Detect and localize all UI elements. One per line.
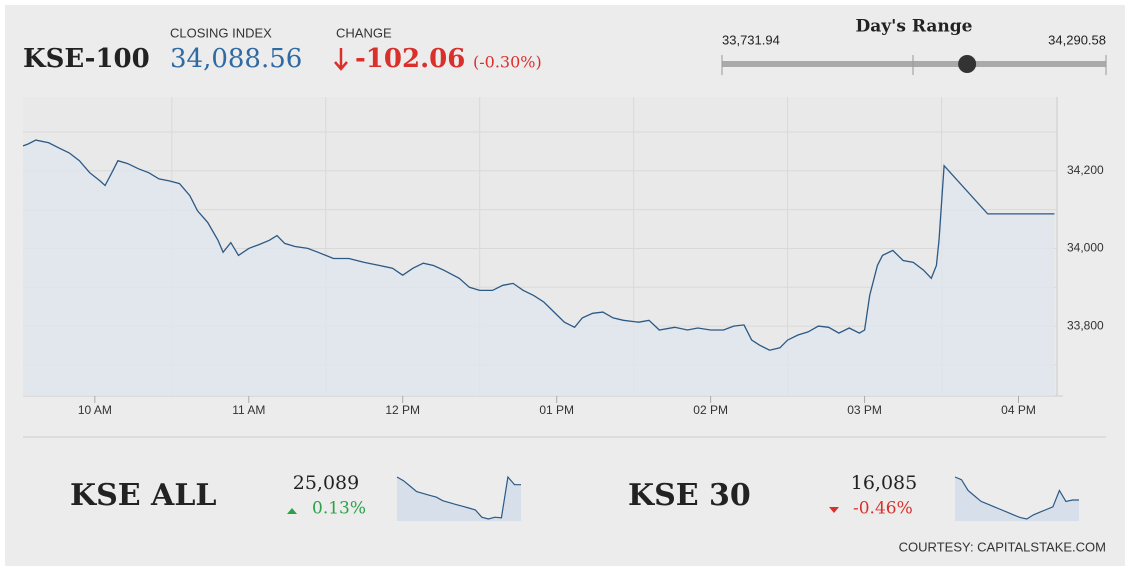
mini-value: 25,089	[293, 472, 359, 494]
closing-value: 34,088.56	[170, 44, 302, 74]
mini-area	[955, 477, 1079, 521]
mini-title: KSE ALL	[70, 478, 217, 513]
closing-label: CLOSING INDEX	[170, 25, 272, 40]
index-name: KSE-100	[23, 44, 150, 74]
line	[22, 139, 1055, 351]
footer: COURTESY: CAPITALSTAKE.COM	[899, 539, 1106, 554]
range-title: Day's Range	[856, 17, 973, 37]
mini-line	[396, 475, 521, 520]
range-min-label: 33,731.94	[722, 32, 780, 47]
x-tick-label: 01 PM	[539, 403, 574, 417]
mini-change: -0.46%	[853, 499, 913, 519]
mini-change: 0.13%	[312, 499, 366, 519]
y-tick-label: 34,000	[1067, 241, 1104, 255]
change-label: CHANGE	[336, 25, 392, 40]
up-triangle	[287, 508, 297, 514]
x-tick-label: 04 PM	[1001, 403, 1036, 417]
mini-line	[954, 476, 1079, 520]
area	[23, 140, 1055, 396]
x-tick-label: 12 PM	[385, 403, 420, 417]
mini-area	[397, 477, 521, 521]
range-marker	[958, 55, 977, 73]
y-tick-label: 33,800	[1067, 318, 1104, 332]
x-tick-label: 11 AM	[232, 403, 265, 417]
range-max-label: 34,290.58	[1048, 32, 1106, 47]
mini-value: 16,085	[851, 472, 917, 494]
down-arrow	[334, 48, 348, 71]
down-triangle	[829, 507, 839, 513]
change-percent: (-0.30%)	[473, 53, 542, 72]
y-tick-label: 34,200	[1067, 163, 1104, 177]
x-tick-label: 10 AM	[78, 403, 112, 417]
change-value: -102.06	[355, 44, 465, 74]
x-tick-label: 02 PM	[693, 403, 728, 417]
mini-title: KSE 30	[628, 478, 751, 513]
x-tick-label: 03 PM	[847, 403, 882, 417]
